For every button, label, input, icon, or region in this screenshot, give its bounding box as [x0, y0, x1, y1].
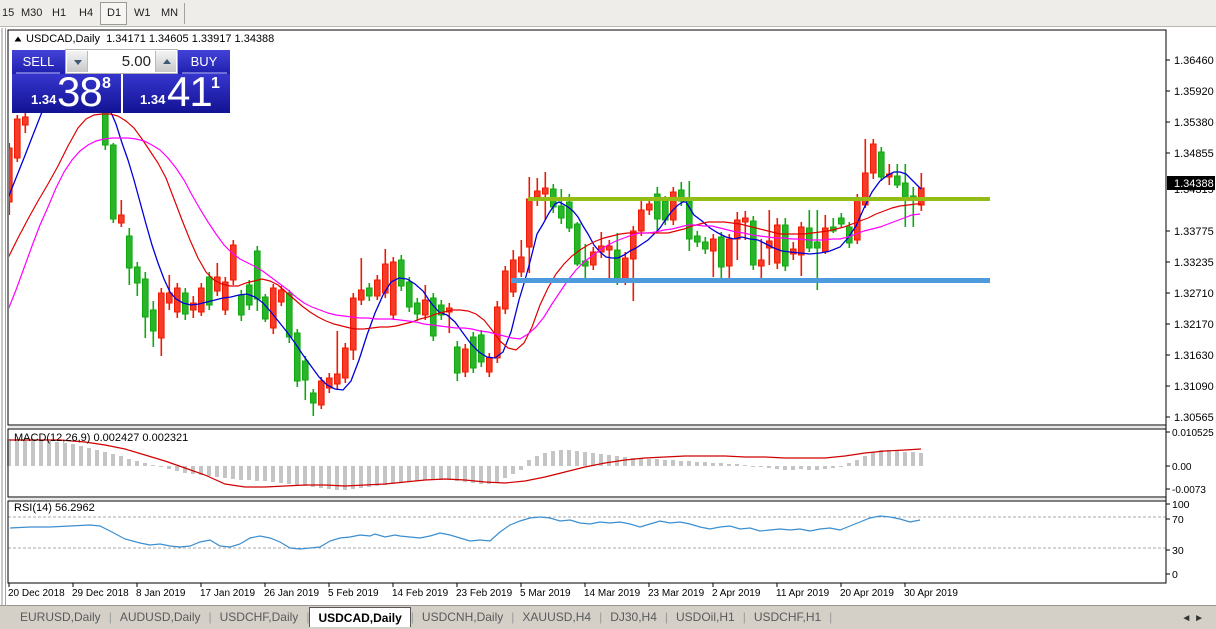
svg-text:1.33235: 1.33235	[1174, 257, 1214, 269]
svg-text:1.34855: 1.34855	[1174, 148, 1214, 160]
svg-text:MACD(12,26,9) 0.002427 0.00232: MACD(12,26,9) 0.002427 0.002321	[14, 432, 188, 444]
svg-text:1.33775: 1.33775	[1174, 226, 1214, 238]
svg-text:30: 30	[1172, 545, 1184, 557]
svg-text:30 Apr 2019: 30 Apr 2019	[904, 588, 958, 599]
svg-text:26 Jan 2019: 26 Jan 2019	[264, 588, 319, 599]
svg-text:1.31090: 1.31090	[1174, 381, 1214, 393]
svg-text:11 Apr 2019: 11 Apr 2019	[776, 588, 830, 599]
svg-text:29 Dec 2018: 29 Dec 2018	[72, 588, 129, 599]
svg-text:1.32170: 1.32170	[1174, 319, 1214, 331]
svg-text:70: 70	[1172, 514, 1184, 526]
svg-text:20 Dec 2018: 20 Dec 2018	[8, 588, 65, 599]
svg-text:1.34388: 1.34388	[1174, 178, 1214, 190]
svg-text:17 Jan 2019: 17 Jan 2019	[200, 588, 255, 599]
svg-text:8 Jan 2019: 8 Jan 2019	[136, 588, 186, 599]
svg-text:23 Mar 2019: 23 Mar 2019	[648, 588, 705, 599]
svg-text:1.36460: 1.36460	[1174, 55, 1214, 67]
svg-text:0: 0	[1172, 569, 1178, 581]
svg-text:USDCAD,Daily 1.34171 1.34605: USDCAD,Daily 1.34171 1.34605 1.33917 1.3…	[26, 33, 274, 45]
svg-text:100: 100	[1172, 499, 1190, 511]
svg-text:0.00: 0.00	[1172, 462, 1192, 473]
svg-text:0.010525: 0.010525	[1172, 428, 1214, 439]
svg-text:14 Mar 2019: 14 Mar 2019	[584, 588, 641, 599]
svg-text:1.30565: 1.30565	[1174, 412, 1214, 424]
svg-text:5 Feb 2019: 5 Feb 2019	[328, 588, 379, 599]
svg-text:5 Mar 2019: 5 Mar 2019	[520, 588, 571, 599]
svg-text:1.35920: 1.35920	[1174, 86, 1214, 98]
svg-text:1.35380: 1.35380	[1174, 117, 1214, 129]
svg-text:23 Feb 2019: 23 Feb 2019	[456, 588, 513, 599]
svg-text:1.31630: 1.31630	[1174, 350, 1214, 362]
svg-text:2 Apr 2019: 2 Apr 2019	[712, 588, 761, 599]
svg-text:1.32710: 1.32710	[1174, 288, 1214, 300]
svg-text:RSI(14) 56.2962: RSI(14) 56.2962	[14, 502, 95, 514]
svg-text:20 Apr 2019: 20 Apr 2019	[840, 588, 894, 599]
svg-text:-0.0073: -0.0073	[1172, 485, 1206, 496]
svg-text:14 Feb 2019: 14 Feb 2019	[392, 588, 449, 599]
